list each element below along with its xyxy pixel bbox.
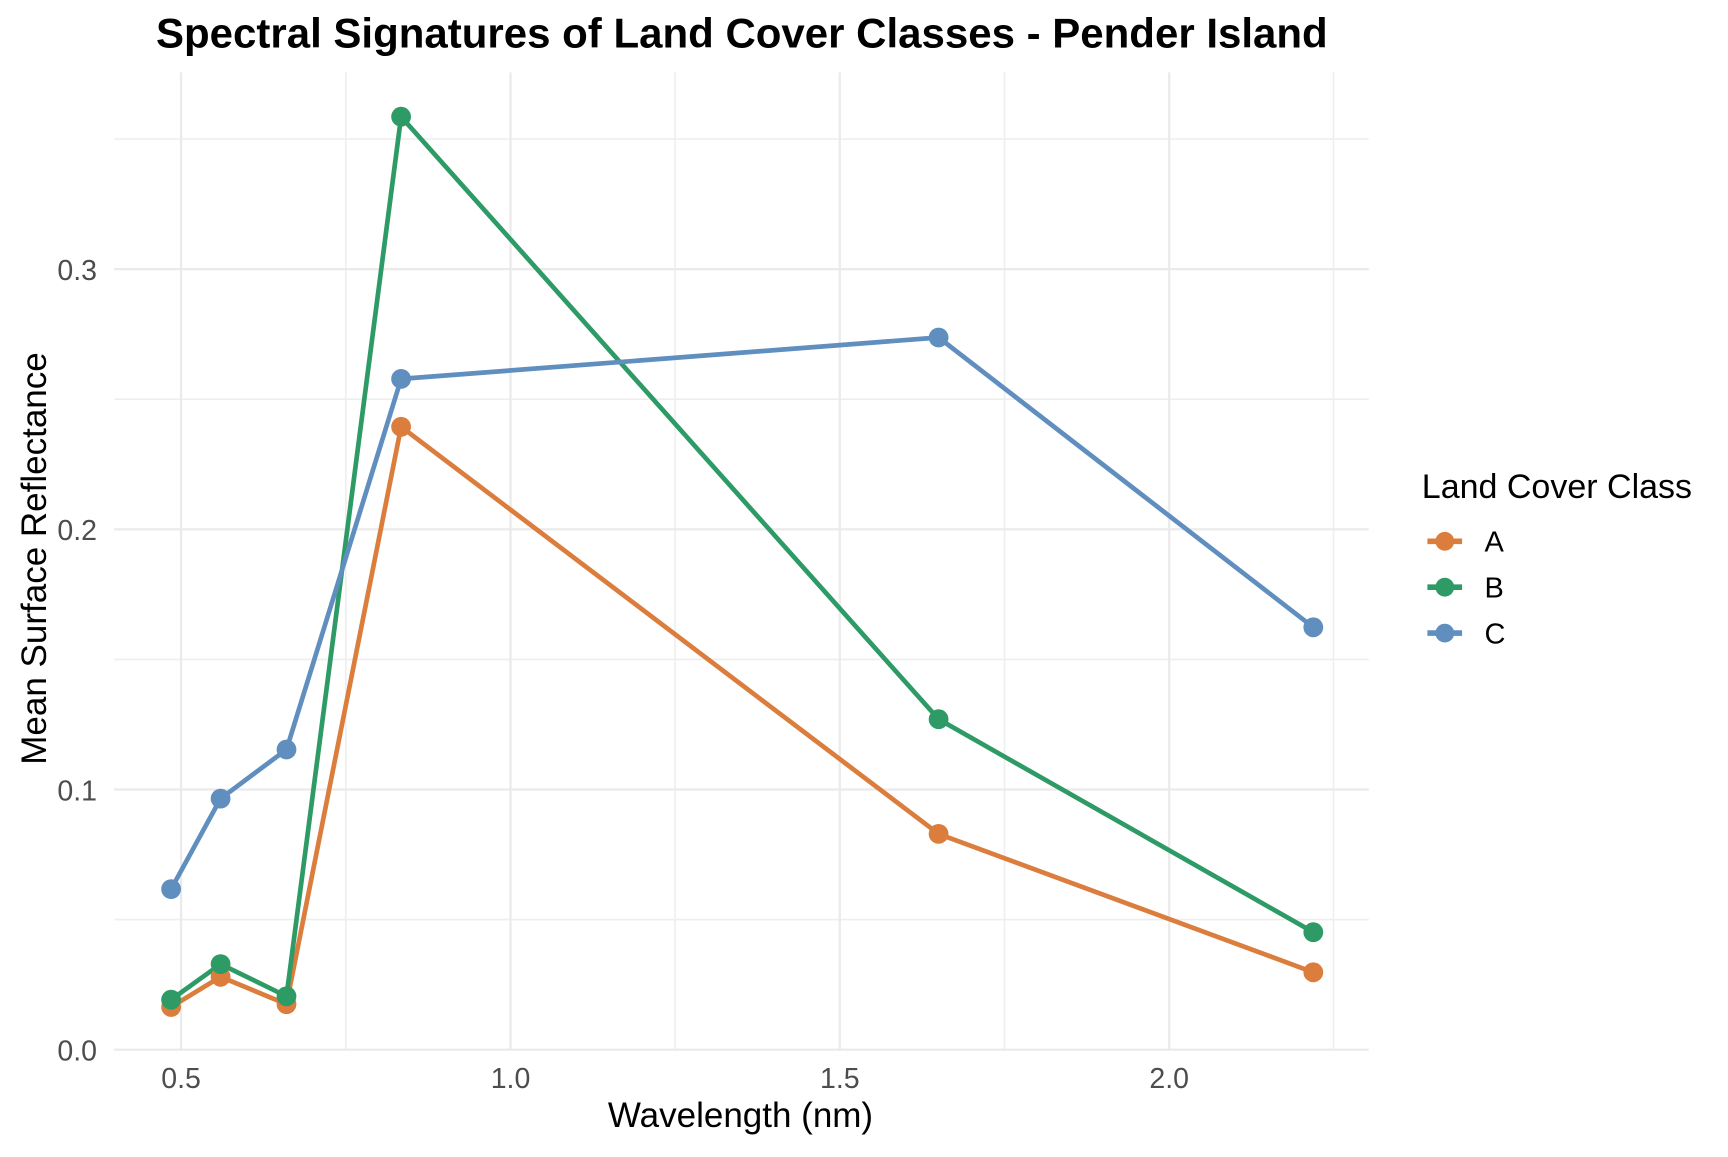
svg-text:1.0: 1.0	[491, 1063, 531, 1095]
svg-text:B: B	[1485, 573, 1504, 605]
svg-text:Land Cover Class: Land Cover Class	[1422, 468, 1692, 506]
svg-text:1.5: 1.5	[820, 1063, 860, 1095]
svg-text:A: A	[1485, 527, 1505, 559]
svg-text:Wavelength (nm): Wavelength (nm)	[608, 1096, 873, 1135]
svg-text:0.3: 0.3	[57, 255, 97, 287]
svg-text:C: C	[1485, 619, 1506, 651]
svg-text:Spectral Signatures of Land Co: Spectral Signatures of Land Cover Classe…	[156, 10, 1328, 57]
svg-text:0.2: 0.2	[57, 515, 97, 547]
svg-text:0.5: 0.5	[161, 1063, 201, 1095]
svg-text:Mean Surface Reflectance: Mean Surface Reflectance	[15, 352, 54, 764]
svg-text:0.1: 0.1	[57, 775, 97, 807]
svg-text:2.0: 2.0	[1149, 1063, 1189, 1095]
svg-text:0.0: 0.0	[57, 1036, 97, 1068]
